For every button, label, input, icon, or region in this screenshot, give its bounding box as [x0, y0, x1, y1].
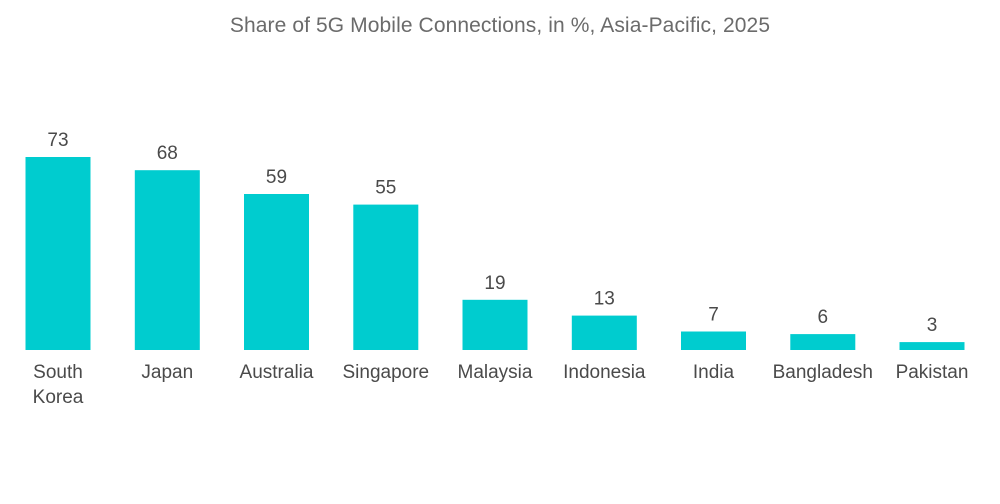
category-label-line: South	[33, 362, 83, 383]
category-label-pakistan: Pakistan	[896, 362, 969, 383]
bar-south-korea	[25, 157, 91, 350]
chart-title: Share of 5G Mobile Connections, in %, As…	[229, 14, 771, 37]
category-label-line: India	[693, 362, 735, 383]
value-label-singapore: 55	[375, 178, 396, 199]
category-label-line: Japan	[141, 362, 193, 383]
category-labels-group: South Korea Japan Australia Singapore Malaysi…	[33, 362, 969, 408]
value-label-pakistan: 3	[927, 315, 938, 336]
category-label-line: Malaysia	[458, 362, 533, 383]
category-label-south-korea: South Korea	[33, 362, 84, 408]
category-label-indonesia: Indonesia	[563, 362, 646, 383]
value-label-india: 7	[708, 305, 719, 326]
category-label-line: Indonesia	[563, 362, 646, 383]
category-label-india: India	[693, 362, 735, 383]
category-label-line: Singapore	[342, 362, 429, 383]
category-label-line: Korea	[33, 387, 84, 408]
value-label-malaysia: 19	[484, 273, 505, 294]
bars-group	[25, 157, 965, 350]
category-label-line: Bangladesh	[773, 362, 873, 383]
category-label-malaysia: Malaysia	[458, 362, 533, 383]
value-label-bangladesh: 6	[818, 307, 829, 328]
bar-pakistan	[899, 342, 965, 350]
bar-india	[681, 331, 746, 350]
bar-japan	[134, 170, 200, 350]
bar-malaysia	[462, 299, 528, 350]
value-label-japan: 68	[157, 143, 178, 164]
category-label-singapore: Singapore	[342, 362, 429, 383]
category-label-line: Australia	[240, 362, 314, 383]
value-labels-group: 73 68 59 55 19 13 7 6 3	[47, 130, 937, 336]
category-label-japan: Japan	[141, 362, 193, 383]
category-label-bangladesh: Bangladesh	[773, 362, 873, 383]
value-label-south-korea: 73	[47, 130, 68, 151]
bar-singapore	[353, 204, 419, 350]
value-label-australia: 59	[266, 167, 287, 188]
bar-indonesia	[571, 315, 637, 350]
category-label-line: Pakistan	[896, 362, 969, 383]
value-label-indonesia: 13	[594, 289, 615, 310]
bar-australia	[244, 194, 309, 350]
bar-bangladesh	[790, 334, 856, 350]
category-label-australia: Australia	[240, 362, 314, 383]
